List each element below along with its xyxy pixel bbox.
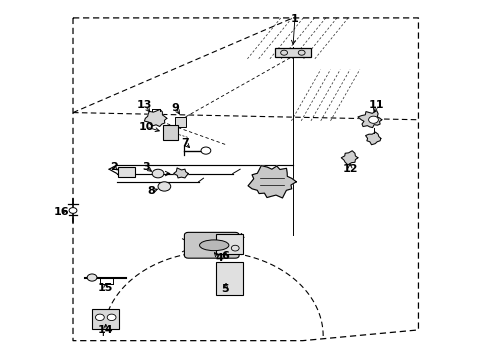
Text: 3: 3 [143,162,150,172]
Text: 6: 6 [221,251,229,261]
Bar [216,262,243,295]
Polygon shape [145,109,167,126]
Circle shape [368,116,378,123]
Circle shape [201,147,211,154]
Text: 10: 10 [139,122,154,132]
Polygon shape [173,168,188,178]
Polygon shape [358,111,382,127]
Circle shape [96,314,104,320]
Bar [216,234,243,254]
Text: 2: 2 [110,162,118,172]
Text: 12: 12 [343,163,358,174]
Text: 15: 15 [98,283,113,293]
Circle shape [152,169,164,178]
Circle shape [87,274,97,281]
Bar [274,48,311,57]
Text: 11: 11 [368,100,384,111]
Polygon shape [248,166,296,198]
Text: 4: 4 [216,253,223,263]
Text: 1: 1 [291,14,299,24]
Circle shape [158,182,171,191]
Text: 14: 14 [98,325,114,335]
Polygon shape [366,132,381,145]
Ellipse shape [199,240,229,251]
Circle shape [69,208,77,213]
FancyBboxPatch shape [184,232,239,258]
Bar [163,126,178,140]
Bar [119,167,135,177]
Circle shape [107,314,116,320]
Polygon shape [341,151,358,165]
Text: 9: 9 [172,103,179,113]
Text: 13: 13 [137,100,152,111]
Bar [175,117,186,127]
Text: 16: 16 [54,207,70,217]
Text: 7: 7 [181,139,189,148]
Text: 5: 5 [221,284,229,294]
Bar [92,309,119,329]
Text: 8: 8 [147,186,155,197]
